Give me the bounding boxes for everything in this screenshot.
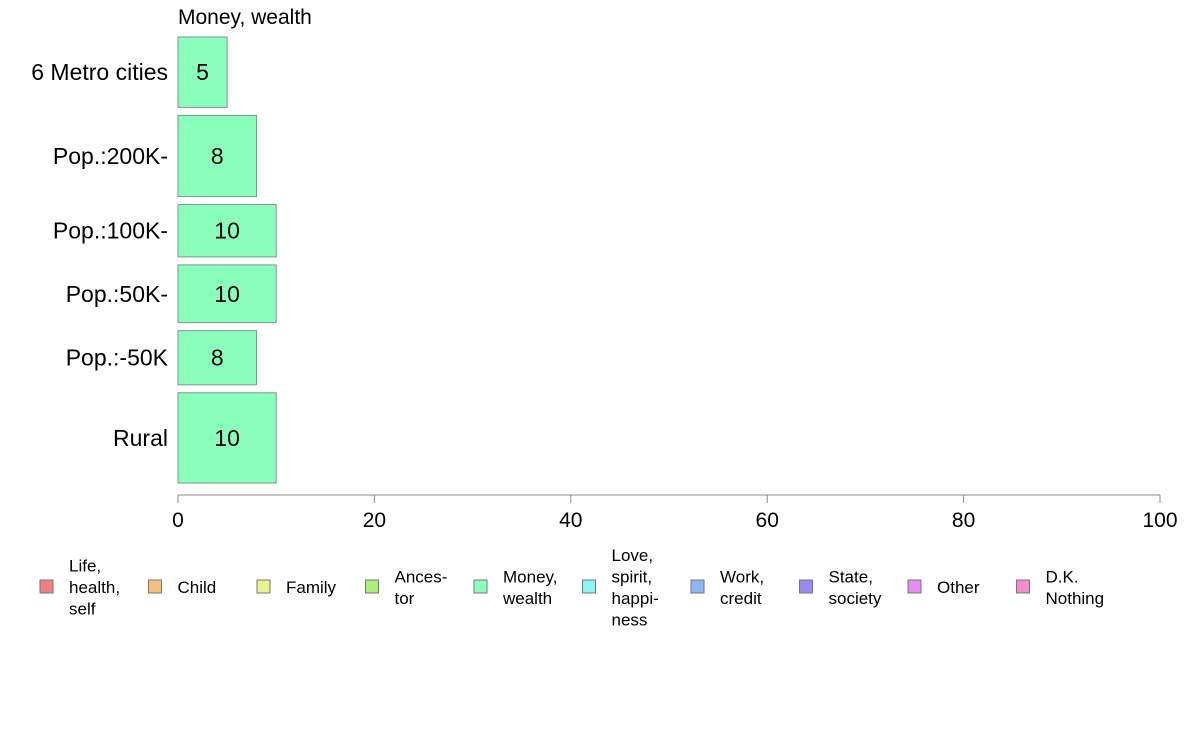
bar-4 xyxy=(177,330,258,386)
category-label: 6 Metro cities xyxy=(31,59,168,85)
bar-1 xyxy=(177,114,258,198)
category-label: Rural xyxy=(113,425,168,451)
category-label: Pop.:50K- xyxy=(66,281,168,307)
legend-label: Family xyxy=(286,578,337,597)
legend-label: Money, wealth xyxy=(502,567,558,608)
legend-swatch xyxy=(365,579,379,594)
legend-label: Work, credit xyxy=(720,567,764,608)
legend-swatch xyxy=(799,579,813,594)
legend-swatch xyxy=(907,579,922,594)
category-label: Pop.:200K- xyxy=(53,143,168,169)
bar-value-label: 8 xyxy=(211,345,224,371)
bar-2 xyxy=(177,204,277,258)
x-tick-label: 0 xyxy=(172,509,184,532)
bar-value-label: 5 xyxy=(196,59,209,85)
bar-value-label: 10 xyxy=(214,218,240,244)
bar-value-label: 8 xyxy=(211,143,224,169)
legend-swatch xyxy=(690,579,705,594)
legend-swatch xyxy=(39,579,54,594)
bar-3 xyxy=(177,264,277,324)
x-tick-label: 100 xyxy=(1142,509,1177,532)
legend: Life, health, self Child Family Ances-tor Mone… xyxy=(39,546,1105,630)
legend-swatch xyxy=(473,579,488,594)
chart-title: Money, wealth xyxy=(178,6,312,29)
legend-label: Other xyxy=(937,578,980,597)
category-label: Pop.:-50K xyxy=(66,345,169,371)
x-tick-label: 80 xyxy=(952,509,975,532)
legend-label: State, society xyxy=(829,567,882,608)
bar-value-label: 10 xyxy=(214,281,240,307)
legend-label: Life, health, self xyxy=(69,557,120,619)
legend-label: Love, spirit, happi-ness xyxy=(612,546,659,630)
bar-0 xyxy=(177,36,228,108)
legend-swatch xyxy=(256,579,271,594)
legend-swatch xyxy=(582,579,596,594)
legend-swatch xyxy=(1016,579,1030,594)
x-tick-label: 20 xyxy=(363,509,386,532)
x-axis: 0 20 40 60 80 100 xyxy=(172,494,1178,532)
legend-label: D.K. Nothing xyxy=(1046,567,1105,608)
x-tick-label: 60 xyxy=(756,509,779,532)
x-tick-label: 40 xyxy=(559,509,582,532)
bar-5 xyxy=(177,392,277,484)
legend-label: Ances-tor xyxy=(395,567,448,608)
bars-layer: 5 6 Metro cities 8 Pop.:200K- 10 Pop.:100K- 10… xyxy=(31,36,277,484)
category-label: Pop.:100K- xyxy=(53,218,168,244)
bar-value-label: 10 xyxy=(214,425,240,451)
legend-label: Child xyxy=(178,578,217,597)
legend-swatch xyxy=(148,579,162,594)
